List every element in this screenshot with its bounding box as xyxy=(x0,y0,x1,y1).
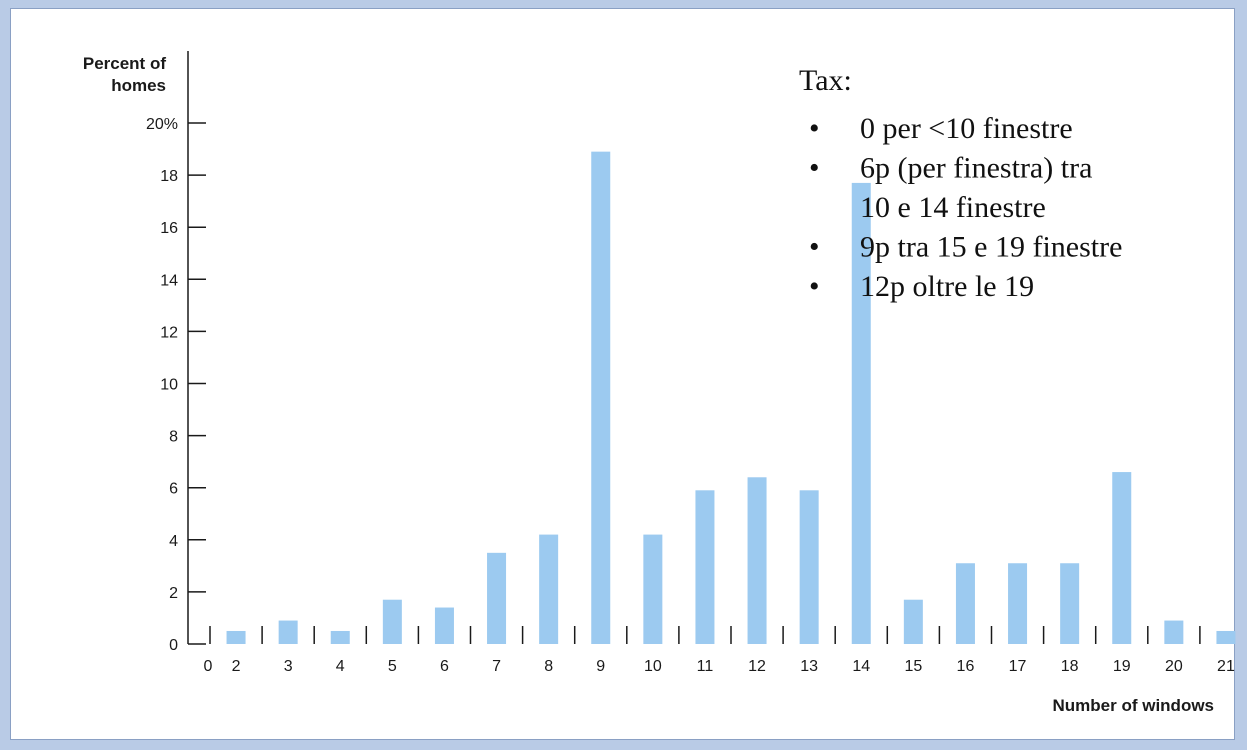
y-axis-title-line: homes xyxy=(111,76,166,95)
x-tick-label: 19 xyxy=(1113,658,1131,675)
bar-7 xyxy=(487,552,507,644)
bars-group xyxy=(226,151,1236,645)
y-axis-title: Percent of homes xyxy=(83,54,166,95)
y-tick-label: 16 xyxy=(160,220,178,237)
tax-annotation: Tax: • 0 per <10 finestre • 6p (per finestra… xyxy=(799,64,1122,303)
y-tick-label: 6 xyxy=(169,481,178,498)
x-tick-label: 8 xyxy=(544,658,553,675)
y-tick-label: 14 xyxy=(160,272,178,289)
y-axis-title-line: Percent of xyxy=(83,54,166,73)
x-tick-label: 7 xyxy=(492,658,501,675)
bar-2 xyxy=(226,630,246,644)
annotation-bullet: • xyxy=(809,152,820,185)
x-tick-label: 5 xyxy=(388,658,397,675)
x-tick-label: 16 xyxy=(957,658,975,675)
x-axis: 023456789101112131415161718192021222325 xyxy=(204,626,1235,675)
x-tick-label: 0 xyxy=(204,658,213,675)
annotation-bullet: • xyxy=(809,112,820,145)
bar-9 xyxy=(591,151,611,644)
y-tick-label: 8 xyxy=(169,429,178,446)
bar-3 xyxy=(278,620,298,644)
x-tick-label: 21 xyxy=(1217,658,1235,675)
y-tick-label: 4 xyxy=(169,533,178,550)
y-tick-label: 20% xyxy=(146,116,178,133)
x-tick-label: 20 xyxy=(1165,658,1183,675)
y-axis: 0 2 4 6 8 10 12 14 16 18 20% xyxy=(146,51,206,654)
bar-17 xyxy=(1008,563,1028,644)
bar-14 xyxy=(851,182,871,645)
bar-19 xyxy=(1112,472,1132,644)
bar-chart: Percent of homes 0 2 4 6 8 10 12 14 16 18 20% 0 2 3 4 5… xyxy=(83,51,1236,715)
bar-20 xyxy=(1164,620,1184,644)
x-tick-label: 17 xyxy=(1009,658,1027,675)
bar-13 xyxy=(799,490,819,644)
annotation-item-2: 10 e 14 finestre xyxy=(860,191,1046,224)
y-tick-label: 12 xyxy=(160,324,178,341)
annotation-item-1: 0 per <10 finestre xyxy=(860,112,1073,145)
x-axis-title: Number of windows xyxy=(1053,696,1215,715)
x-tick-label: 13 xyxy=(800,658,818,675)
bar-8 xyxy=(539,534,559,644)
x-tick-label: 12 xyxy=(748,658,766,675)
x-tick-label: 9 xyxy=(596,658,605,675)
annotation-title: Tax: xyxy=(799,64,852,97)
chart-frame: Percent of homes 0 2 4 6 8 10 12 14 16 18 20% 0 2 3 4 5… xyxy=(10,8,1236,740)
bar-10 xyxy=(643,534,663,644)
x-tick-label: 10 xyxy=(644,658,662,675)
bar-21 xyxy=(1216,630,1236,644)
x-tick-label: 15 xyxy=(904,658,922,675)
x-tick-label: 4 xyxy=(336,658,345,675)
annotation-item-2: 6p (per finestra) tra xyxy=(860,152,1092,185)
y-tick-label: 2 xyxy=(169,585,178,602)
y-tick-label: 18 xyxy=(160,168,178,185)
bar-15 xyxy=(903,599,923,644)
bar-5 xyxy=(382,599,402,644)
annotation-bullet: • xyxy=(809,231,820,264)
x-tick-label: 2 xyxy=(232,658,241,675)
bar-18 xyxy=(1060,563,1080,644)
annotation-bullet: • xyxy=(809,270,820,303)
bar-11 xyxy=(695,490,715,644)
bar-4 xyxy=(330,630,350,644)
bar-6 xyxy=(434,607,454,644)
annotation-item-3: 9p tra 15 e 19 finestre xyxy=(860,231,1122,264)
y-tick-label: 0 xyxy=(169,637,178,654)
annotation-item-4: 12p oltre le 19 xyxy=(860,270,1034,303)
x-tick-label: 3 xyxy=(284,658,293,675)
x-tick-label: 14 xyxy=(852,658,870,675)
bar-16 xyxy=(955,563,975,644)
bar-12 xyxy=(747,477,767,644)
y-tick-label: 10 xyxy=(160,377,178,394)
x-tick-label: 6 xyxy=(440,658,449,675)
x-tick-label: 18 xyxy=(1061,658,1079,675)
x-tick-label: 11 xyxy=(697,658,714,675)
